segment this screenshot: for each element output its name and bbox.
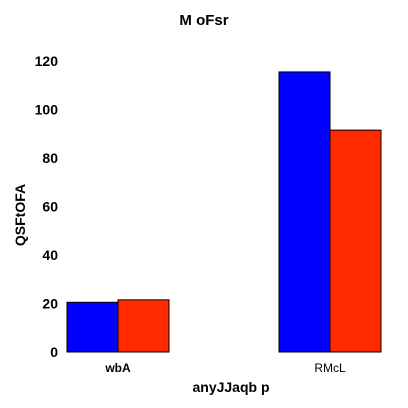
y-tick-label: 80 xyxy=(42,150,58,166)
y-tick-label: 0 xyxy=(50,344,58,360)
y-tick-label: 100 xyxy=(35,102,59,118)
bar-series-1-wbA xyxy=(117,299,170,353)
y-tick-label: 60 xyxy=(42,199,58,215)
x-tick-label: RMcL xyxy=(314,361,346,375)
x-tick-label: wbA xyxy=(104,361,131,375)
y-tick-label: 20 xyxy=(42,296,58,312)
bar-series-1-RMcL xyxy=(329,129,382,353)
bar-series-0-wbA xyxy=(66,301,119,353)
chart-title: M oFsr xyxy=(179,12,229,29)
x-axis-label: anyJJaqb p xyxy=(192,379,270,395)
y-tick-label: 40 xyxy=(42,247,58,263)
y-tick-label: 120 xyxy=(35,53,59,69)
bar-series-0-RMcL xyxy=(278,71,331,353)
